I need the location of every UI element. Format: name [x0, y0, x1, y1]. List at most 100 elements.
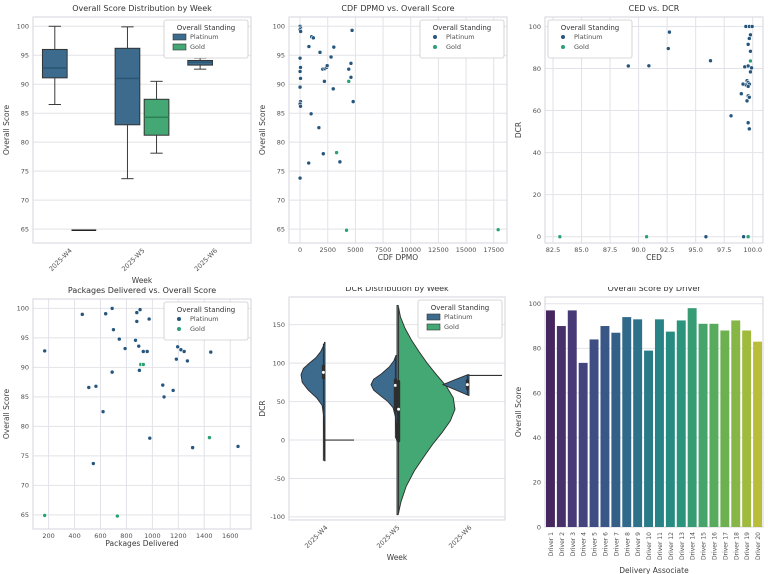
data-point [100, 409, 106, 414]
x-tick-label: 2025-W6 [193, 247, 219, 273]
bar-driver-17 [720, 330, 730, 527]
legend-frame [419, 19, 505, 59]
data-point [297, 55, 303, 61]
x-tick-label: 800 [120, 532, 132, 540]
y-tick-label: 50 [277, 398, 285, 406]
data-point [297, 84, 303, 90]
chart-title: Overall Score by Driver [607, 287, 701, 293]
data-point [749, 24, 755, 29]
gridlines [289, 17, 507, 243]
x-tick-label: 1600 [222, 532, 239, 540]
chart-title: CED vs. DCR [629, 4, 680, 13]
data-point [146, 316, 152, 322]
bar-driver-5 [589, 339, 599, 527]
data-point [350, 99, 356, 104]
scatter-series-platinum [626, 24, 755, 239]
data-point [665, 46, 671, 51]
plot-frame [288, 296, 506, 521]
data-point [235, 444, 241, 449]
x-tick-label: Driver 18 [733, 532, 740, 560]
y-tick-label: 95 [21, 334, 29, 342]
data-point [160, 382, 166, 388]
x-axis-label: Week [387, 553, 408, 562]
data-point [298, 103, 303, 109]
data-point [91, 461, 96, 466]
y-tick-label: 75 [21, 167, 29, 175]
violin-median-dot [397, 407, 401, 411]
cell-cdf-dpmo-vs-score: Overall Standing Platinum Gold CDF DPMO vs.… [256, 0, 512, 287]
violin-platinum [441, 374, 470, 396]
y-tick-label: 150 [273, 321, 285, 329]
x-tick-label: Driver 14 [690, 532, 697, 560]
y-tick-label: 100 [273, 23, 285, 31]
cell-score-by-driver: Overall Score by Driver Delivery Associat… [512, 287, 768, 574]
bar-driver-8 [622, 317, 632, 527]
tick-labels: 0 20 40 60 80 100 82.5 85.0 87.5 90.0 92.5 95.0 97.5… [529, 23, 762, 254]
cell-packages-vs-score: Overall Standing Platinum Gold Packages Del… [0, 287, 256, 574]
y-tick-label: 65 [277, 225, 285, 233]
data-point [703, 234, 709, 239]
y-tick-label: 20 [533, 191, 541, 199]
violin-median-dot [465, 383, 469, 387]
data-point [748, 48, 753, 54]
violin-platinum [370, 354, 398, 441]
y-tick-label: 80 [533, 345, 541, 353]
data-point [137, 307, 143, 312]
chart-title: DCR Distribution by Week [345, 287, 449, 293]
cell-score-distribution-by-week: Overall Standing Platinum Gold Overall Scor… [0, 0, 256, 287]
x-tick-label: 90.0 [631, 246, 645, 254]
x-tick-label: 2025-W5 [375, 524, 401, 550]
data-point [740, 81, 746, 87]
x-axis-label: Week [132, 276, 153, 285]
legend-patch-gold [172, 43, 187, 51]
data-point [745, 120, 751, 126]
data-point [185, 358, 190, 364]
data-point [739, 91, 744, 97]
bar-driver-16 [709, 323, 719, 527]
gridlines [33, 25, 251, 230]
x-tick-label: 92.5 [660, 246, 674, 254]
data-point [103, 311, 108, 317]
bar-driver-20 [753, 341, 763, 527]
data-point [316, 125, 322, 130]
x-tick-label: Driver 8 [624, 532, 631, 556]
y-tick-label: 85 [21, 109, 29, 117]
data-point [306, 44, 312, 49]
x-tick-label: 0 [298, 246, 302, 254]
y-tick-label: 100 [17, 305, 29, 313]
data-point [337, 159, 343, 165]
data-point [137, 368, 142, 373]
data-point [80, 312, 85, 317]
x-tick-label: 17500 [483, 246, 504, 254]
data-point [346, 66, 352, 72]
data-point [42, 513, 47, 518]
data-point [745, 42, 751, 47]
x-tick-label: 82.5 [546, 246, 560, 254]
x-tick-label: Driver 10 [646, 532, 653, 560]
bar-driver-2 [556, 326, 566, 527]
plot-frame [544, 16, 764, 244]
x-tick-label: 95.0 [688, 246, 702, 254]
x-tick-label: 2025-W4 [303, 524, 329, 550]
y-tick-label: 80 [21, 423, 29, 431]
y-axis-label: Overall Score [2, 105, 11, 156]
legend-dot-platinum [561, 35, 565, 39]
y-tick-label: 90 [21, 364, 29, 372]
data-point [298, 65, 303, 70]
x-tick-label: 10000 [400, 246, 421, 254]
x-tick-label: 15000 [456, 246, 477, 254]
y-tick-label: 0 [537, 523, 541, 531]
scatter-series-gold [557, 58, 753, 239]
legend-dot-gold [561, 45, 565, 49]
legend-label-platinum: Platinum [190, 315, 219, 323]
x-tick-label: Driver 5 [592, 532, 599, 556]
y-tick-label: 100 [529, 300, 541, 308]
data-point [348, 61, 354, 66]
x-tick-label: Driver 7 [613, 532, 620, 556]
bar-driver-11 [654, 319, 664, 527]
bar-driver-9 [633, 319, 643, 527]
data-point [344, 227, 349, 233]
data-point [748, 58, 753, 64]
